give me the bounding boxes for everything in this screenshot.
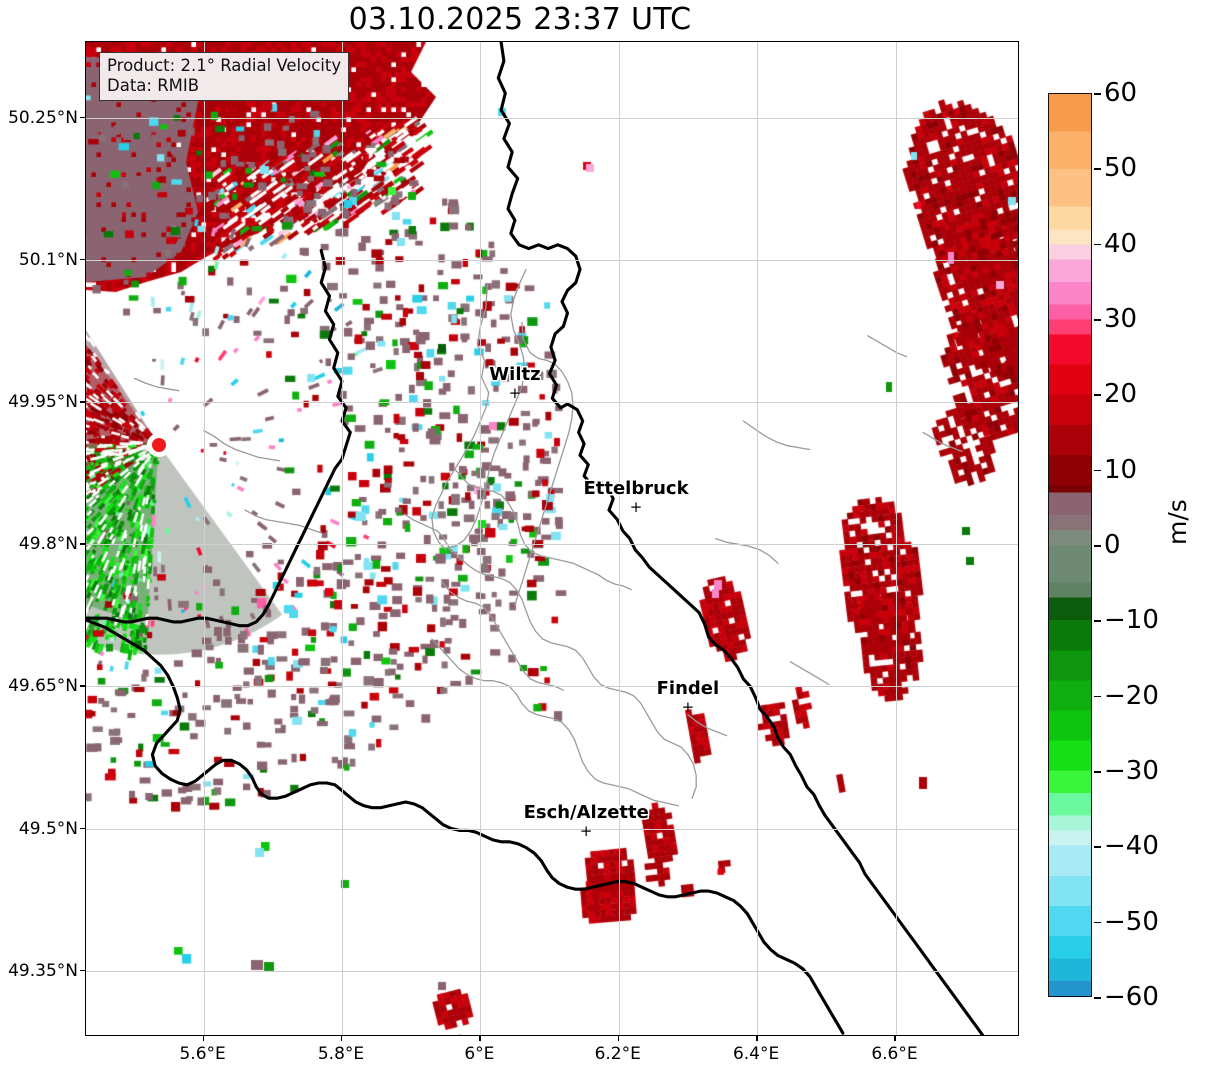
city-name: Wiltz xyxy=(489,363,541,385)
colorbar-tick-mark xyxy=(1094,243,1101,246)
colorbar-tick-mark xyxy=(1094,93,1101,95)
x-axis-tick-label: 5.6°E xyxy=(179,1044,226,1064)
city-marker-icon: + xyxy=(629,497,643,516)
colorbar-tick-label: −10 xyxy=(1104,605,1159,636)
y-axis-tick-label: 49.95°N xyxy=(8,392,78,413)
colorbar-tick-label: 60 xyxy=(1104,78,1138,108)
colorbar-tick-label: −20 xyxy=(1104,680,1159,711)
y-axis-tick-label: 49.8°N xyxy=(18,534,78,555)
x-axis-tick-mark xyxy=(756,1036,758,1041)
gridline-vertical xyxy=(757,42,759,1035)
city-label-findel: Findel + xyxy=(657,680,720,715)
product-line: Product: 2.1° Radial Velocity xyxy=(107,56,342,75)
gridline-horizontal xyxy=(86,828,1018,830)
colorbar-tick-label: −40 xyxy=(1104,831,1159,862)
colorbar-gradient xyxy=(1049,94,1091,996)
colorbar-tick-mark xyxy=(1094,921,1101,924)
colorbar-tick-label: 10 xyxy=(1104,454,1138,485)
gridline-vertical xyxy=(342,42,343,1035)
y-axis-tick-label: 49.65°N xyxy=(8,676,78,697)
radar-site-marker[interactable] xyxy=(146,432,171,457)
colorbar-tick-label: −50 xyxy=(1104,906,1159,937)
data-source-line: Data: RMIB xyxy=(107,76,200,96)
colorbar-tick-label: 40 xyxy=(1104,228,1138,259)
colorbar-tick-label: 30 xyxy=(1104,304,1138,334)
city-name: Findel xyxy=(656,678,720,700)
colorbar-tick-mark xyxy=(1094,846,1101,848)
city-marker-icon: + xyxy=(681,698,695,717)
colorbar-title: m/s xyxy=(1163,499,1192,545)
y-axis-tick-mark xyxy=(80,258,85,261)
gridline-horizontal xyxy=(86,544,1018,546)
colorbar-tick-mark xyxy=(1094,771,1101,773)
map-canvas-container: Wiltz + Ettelbruck + Findel + Esch/Alzette + xyxy=(86,42,1018,1035)
page-title: 03.10.2025 23:37 UTC xyxy=(348,2,692,37)
colorbar-tick-label: −60 xyxy=(1104,982,1159,1012)
colorbar-tick-mark xyxy=(1094,394,1101,396)
city-name: Ettelbruck xyxy=(583,477,689,499)
city-label-wiltz: Wiltz + xyxy=(489,363,541,402)
x-axis-tick-mark xyxy=(340,1036,343,1041)
city-marker-icon: + xyxy=(579,821,593,840)
x-axis-tick-mark xyxy=(479,1036,481,1041)
colorbar-tick-label: −30 xyxy=(1104,756,1159,786)
city-label-esch-alzette: Esch/Alzette + xyxy=(523,801,649,840)
gridline-horizontal xyxy=(86,402,1018,404)
y-axis-tick-mark xyxy=(80,827,85,830)
gridline-horizontal xyxy=(86,686,1018,688)
colorbar[interactable] xyxy=(1048,93,1092,997)
x-axis-tick-label: 5.8°E xyxy=(317,1044,365,1064)
x-axis-tick-mark xyxy=(894,1036,896,1041)
colorbar-tick-label: 0 xyxy=(1104,530,1121,560)
gridline-vertical xyxy=(895,42,897,1035)
x-axis-tick-mark xyxy=(202,1036,205,1041)
x-axis-tick-label: 6°E xyxy=(464,1044,495,1064)
colorbar-tick-mark xyxy=(1094,695,1101,698)
y-axis-tick-label: 49.5°N xyxy=(18,818,78,839)
colorbar-tick-mark xyxy=(1094,620,1101,622)
city-name: Esch/Alzette xyxy=(523,801,649,823)
x-axis-tick-label: 6.2°E xyxy=(594,1044,641,1064)
colorbar-tick-mark xyxy=(1094,469,1101,472)
colorbar-tick-label: 50 xyxy=(1104,153,1138,184)
y-axis-tick-mark xyxy=(80,685,85,687)
gridline-horizontal xyxy=(86,117,1018,119)
y-axis-tick-mark xyxy=(80,401,85,403)
gridline-vertical xyxy=(480,42,482,1035)
x-axis-tick-mark xyxy=(617,1036,620,1041)
y-axis-tick-label: 49.35°N xyxy=(8,960,78,981)
x-axis-tick-label: 6.6°E xyxy=(871,1044,918,1064)
radar-echo-layer xyxy=(86,42,1018,1035)
gridline-horizontal xyxy=(86,260,1018,261)
colorbar-tick-mark xyxy=(1094,997,1101,999)
city-marker-icon: + xyxy=(508,383,522,402)
y-axis-tick-label: 50.25°N xyxy=(8,107,78,128)
y-axis-tick-mark xyxy=(80,116,85,119)
colorbar-tick-mark xyxy=(1094,168,1101,170)
y-axis-tick-mark xyxy=(80,543,85,545)
city-label-ettelbruck: Ettelbruck + xyxy=(583,477,689,516)
gridline-horizontal xyxy=(86,970,1018,972)
y-axis-tick-label: 50.1°N xyxy=(18,249,78,270)
x-axis-tick-label: 6.4°E xyxy=(732,1044,780,1064)
map-plot-area[interactable]: Wiltz + Ettelbruck + Findel + Esch/Alzette + Pr… xyxy=(85,41,1019,1036)
gridline-vertical xyxy=(618,42,620,1035)
product-info-box: Product: 2.1° Radial Velocity Data: RMIB xyxy=(99,52,350,102)
y-axis-tick-mark xyxy=(80,969,85,972)
colorbar-tick-mark xyxy=(1094,319,1101,321)
colorbar-tick-label: 20 xyxy=(1104,379,1138,410)
gridline-vertical xyxy=(203,42,205,1035)
colorbar-tick-mark xyxy=(1094,545,1101,547)
